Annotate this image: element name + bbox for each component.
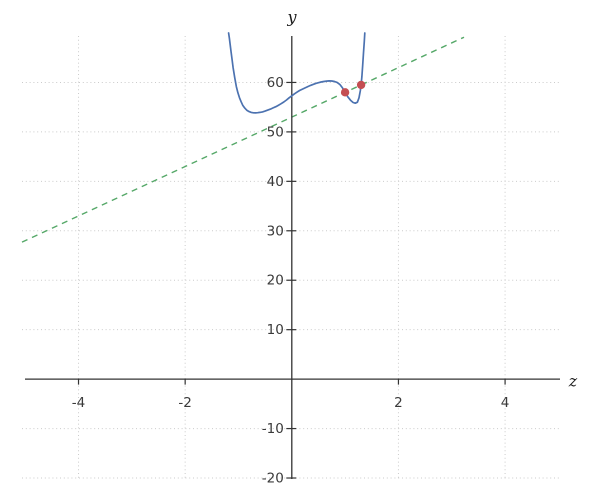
y-axis-label: y: [287, 7, 297, 27]
y-tick-label: 60: [267, 75, 284, 91]
data-point: [356, 80, 366, 90]
x-tick-label: -2: [178, 395, 191, 411]
x-tick-label: 2: [394, 395, 403, 411]
function-curve: [227, 32, 366, 114]
x-axis-label: z: [568, 371, 578, 391]
data-point: [340, 88, 350, 97]
secant-line: [21, 36, 465, 243]
x-tick-label: 4: [501, 395, 510, 411]
y-tick-label: 50: [267, 124, 284, 140]
x-tick-label: -4: [72, 395, 85, 411]
y-tick-label: 10: [267, 322, 284, 338]
y-tick-label: -10: [262, 421, 284, 437]
y-tick-label: -20: [262, 471, 284, 487]
y-tick-label: 30: [267, 223, 284, 239]
y-tick-label: 20: [267, 273, 284, 289]
y-tick-label: 40: [267, 174, 284, 190]
